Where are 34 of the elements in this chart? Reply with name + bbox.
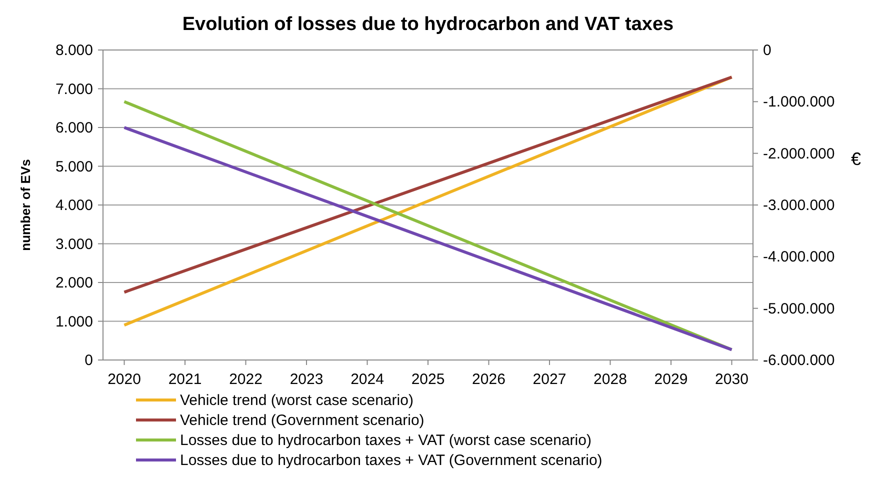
x-tick-label: 2020	[108, 371, 141, 388]
x-tick-label: 2026	[472, 371, 506, 388]
y-tick-label: 3.000	[55, 236, 93, 253]
x-tick-label: 2030	[715, 371, 748, 388]
x-tick-label: 2021	[168, 371, 202, 388]
y2-tick-label: -6.000.000	[763, 352, 835, 369]
y-tick-label: 8.000	[55, 42, 93, 59]
x-tick-label: 2025	[411, 371, 445, 388]
y2-tick-label: -3.000.000	[763, 197, 835, 214]
y-tick-label: 0	[84, 352, 93, 369]
x-tick-label: 2022	[229, 371, 262, 388]
y2-tick-label: -2.000.000	[763, 145, 835, 162]
y-axis-title: number of EVs	[18, 159, 33, 251]
y-tick-label: 5.000	[55, 158, 93, 176]
y2-tick-label: -1.000.000	[763, 94, 835, 111]
legend-label: Vehicle trend (Government scenario)	[180, 412, 424, 429]
y2-tick-label: -5.000.000	[763, 300, 835, 318]
x-tick-label: 2029	[654, 371, 688, 388]
y2-tick-label: 0	[763, 42, 772, 59]
y-tick-label: 6.000	[55, 120, 93, 136]
legend-label: Losses due to hydrocarbon taxes + VAT (worst case scenario)	[180, 432, 592, 449]
y-tick-label: 7.000	[55, 80, 93, 98]
legend-label: Losses due to hydrocarbon taxes + VAT (Government scenario)	[180, 452, 602, 469]
y-tick-label: 4.000	[55, 197, 93, 214]
y-tick-label: 2.000	[55, 274, 93, 292]
legend-label: Vehicle trend (worst case scenario)	[180, 392, 414, 409]
x-tick-label: 2027	[532, 371, 566, 388]
y2-axis-title: €	[851, 149, 862, 169]
x-tick-label: 2023	[290, 371, 324, 388]
y2-tick-label: -4.000.000	[763, 248, 835, 266]
chart-title: Evolution of losses due to hydrocarbon and VAT taxes	[182, 14, 674, 35]
x-tick-label: 2028	[594, 371, 627, 388]
x-tick-label: 2024	[350, 371, 384, 388]
y-tick-label: 1.000	[55, 313, 93, 330]
